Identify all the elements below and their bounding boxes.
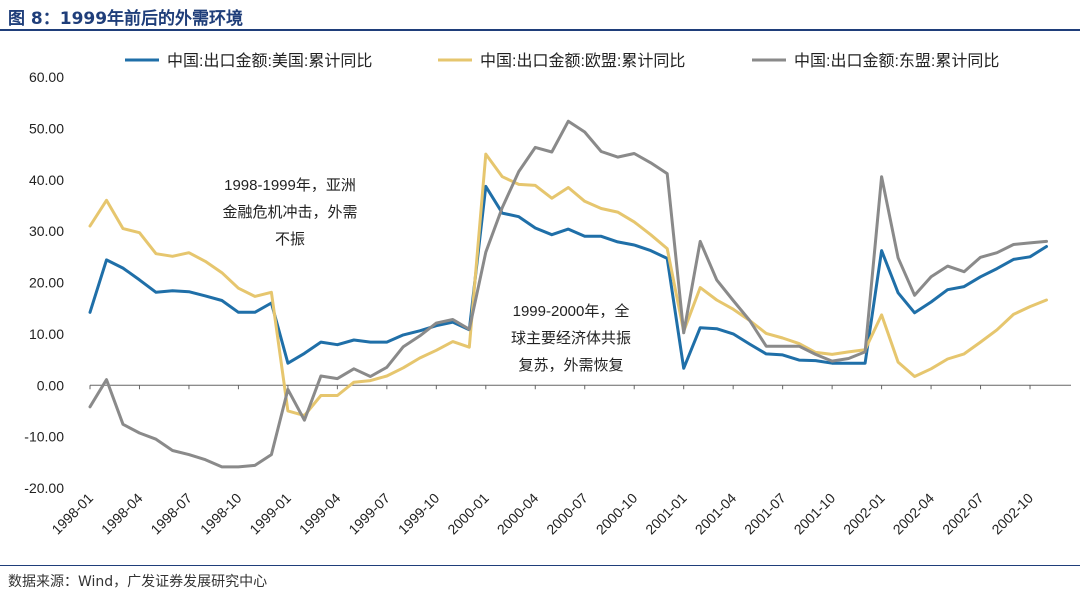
annotation-1: 1998-1999年，亚洲金融危机冲击，外需不振 xyxy=(222,177,357,248)
x-tick-label: 2000-04 xyxy=(494,490,542,538)
x-tick-label: 2002-04 xyxy=(890,490,938,538)
y-tick-label: 0.00 xyxy=(37,377,64,393)
x-tick-label: 2001-04 xyxy=(692,490,740,538)
x-tick-label: 2002-07 xyxy=(939,490,987,538)
y-tick-label: 50.00 xyxy=(29,120,64,136)
x-tick-label: 1999-04 xyxy=(296,490,344,538)
x-tick-label: 2000-10 xyxy=(593,490,641,538)
x-tick-label: 2001-07 xyxy=(741,490,789,538)
annotation-2: 1999-2000年，全球主要经济体共振复苏，外需恢复 xyxy=(511,302,631,374)
line-chart: 60.00 50.00 40.00 30.00 20.00 10.00 0.00 -10.00… xyxy=(24,52,1071,538)
legend-label-1: 中国:出口金额:美国:累计同比 xyxy=(167,52,372,70)
x-tick-label: 1999-10 xyxy=(395,490,443,538)
y-tick-label: 20.00 xyxy=(29,275,64,291)
legend-label-3: 中国:出口金额:东盟:累计同比 xyxy=(794,52,999,70)
x-tick-label: 2000-07 xyxy=(543,490,591,538)
x-tick-label: 2002-01 xyxy=(840,490,888,538)
source-rule xyxy=(0,565,1080,566)
x-tick-label: 1999-01 xyxy=(246,490,294,538)
legend-label-2: 中国:出口金额:欧盟:累计同比 xyxy=(480,52,685,70)
x-tick-label: 2000-01 xyxy=(444,490,492,538)
title-rule xyxy=(0,29,1080,31)
y-tick-label: 60.00 xyxy=(29,69,64,85)
x-tick-label: 2001-10 xyxy=(791,490,839,538)
x-tick-label: 2002-10 xyxy=(988,490,1036,538)
series-line-1 xyxy=(88,184,1048,370)
y-tick-label: -20.00 xyxy=(24,480,64,496)
source-note: 数据来源：Wind，广发证券发展研究中心 xyxy=(8,574,268,590)
series-line-2 xyxy=(88,152,1048,418)
series-line-3 xyxy=(88,119,1048,469)
x-tick-label: 1998-10 xyxy=(197,490,245,538)
y-tick-label: 10.00 xyxy=(29,326,64,342)
x-tick-label: 1998-04 xyxy=(98,490,146,538)
y-tick-label: -10.00 xyxy=(24,429,64,445)
figure-title: 图 8：1999年前后的外需环境 xyxy=(8,9,244,29)
y-tick-label: 30.00 xyxy=(29,223,64,239)
x-tick-label: 2001-01 xyxy=(642,490,690,538)
x-tick-label: 1999-07 xyxy=(345,490,393,538)
x-tick-label: 1998-07 xyxy=(147,490,195,538)
x-tick-label: 1998-01 xyxy=(48,490,96,538)
y-tick-label: 40.00 xyxy=(29,172,64,188)
